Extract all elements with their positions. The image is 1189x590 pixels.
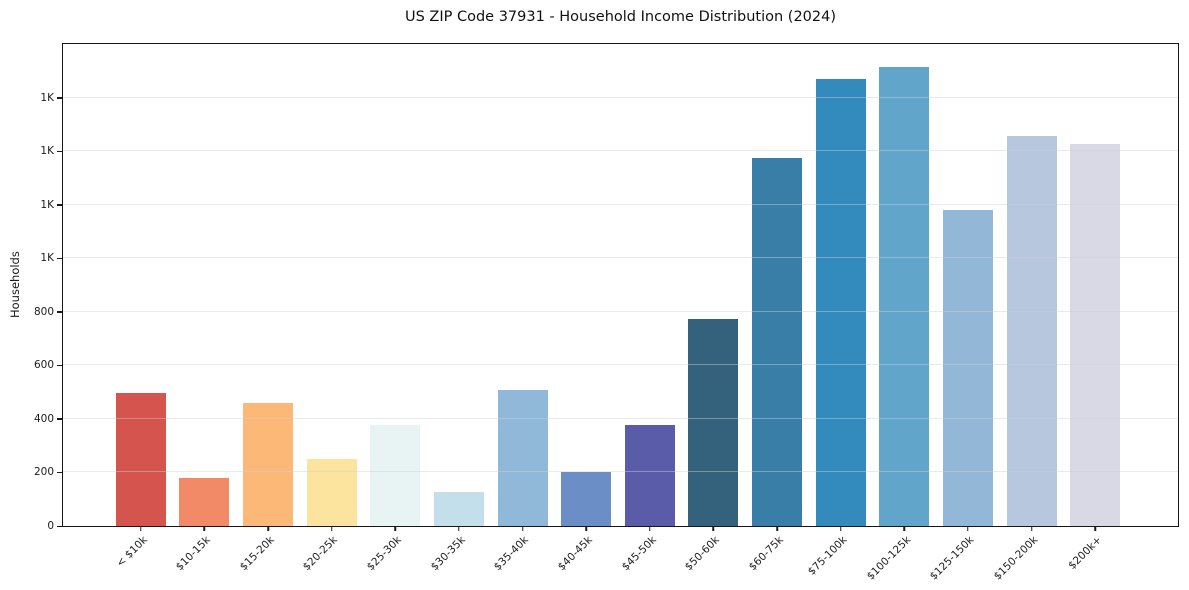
bar [1070, 143, 1121, 526]
bar [115, 393, 166, 526]
x-tick-label: $20-25k [301, 534, 341, 574]
y-tick-label: 600 [33, 359, 54, 372]
x-tick [903, 526, 906, 531]
y-tick [57, 204, 62, 206]
y-tick-label: 200 [33, 466, 54, 479]
y-tick [57, 471, 62, 474]
bar [815, 78, 866, 526]
x-tick [712, 526, 715, 531]
x-tick-label: $50-60k [682, 534, 722, 574]
x-tick [839, 526, 842, 531]
x-tick-label: < $10k [113, 534, 150, 570]
x-tick [1094, 526, 1096, 531]
x-tick-label: $35-40k [491, 534, 532, 574]
x-tick [394, 526, 397, 531]
y-tick-label: 1K [40, 252, 54, 265]
x-tick [267, 526, 269, 531]
bar-slot: $35-40k [491, 44, 555, 573]
y-tick [57, 311, 62, 313]
y-axis-label: Households [8, 251, 22, 319]
bar-slot: $150-200k [992, 44, 1064, 583]
bar-slot: $60-75k [745, 44, 809, 573]
gridline [63, 203, 1178, 205]
x-tick-label: $75-100k [805, 534, 850, 578]
y-tick [57, 525, 62, 527]
bar-slot: $10-15k [173, 44, 237, 573]
gridline [63, 364, 1178, 366]
x-tick-label: $15-20k [237, 534, 277, 574]
bar [879, 67, 930, 526]
bar-slot: $75-100k [805, 44, 873, 578]
y-tick [57, 257, 62, 260]
x-tick-label: $10-15k [173, 534, 213, 574]
gridline [63, 257, 1178, 259]
y-tick-label: 400 [33, 412, 54, 425]
bar-slot: $20-25k [300, 44, 364, 573]
bar [942, 209, 993, 526]
x-tick [776, 526, 778, 531]
x-tick [521, 526, 524, 531]
bar [433, 491, 484, 526]
chart-title: US ZIP Code 37931 - Household Income Dis… [404, 9, 837, 25]
y-tick [57, 418, 62, 420]
x-tick-label: $25-30k [364, 534, 404, 574]
x-tick-label: $150-200k [991, 534, 1041, 583]
y-tick-label: 1K [40, 145, 54, 158]
gridline [63, 417, 1178, 419]
y-tick [57, 364, 62, 367]
bar-slot: $30-35k [427, 44, 491, 573]
x-tick [649, 526, 651, 531]
bar-slot: < $10k [109, 44, 173, 570]
x-tick-label: $45-50k [619, 534, 659, 574]
x-tick [330, 526, 333, 531]
bar [688, 318, 739, 526]
x-tick [967, 526, 969, 531]
x-tick-label: $125-150k [927, 534, 977, 583]
bar-slot: $50-60k [682, 44, 746, 573]
x-tick [458, 526, 460, 531]
bar-slot: $125-150k [928, 44, 1000, 583]
x-tick [140, 526, 142, 531]
gridline [63, 150, 1178, 152]
bar-slot: $40-45k [554, 44, 618, 573]
gridline [63, 471, 1178, 473]
bar [370, 424, 421, 526]
bar-slot: $15-20k [236, 44, 300, 573]
bar [561, 472, 612, 526]
bar [497, 390, 548, 526]
y-tick [57, 150, 62, 153]
x-tick [203, 526, 206, 531]
y-tick-label: 1K [40, 198, 54, 211]
x-tick-label: $30-35k [428, 534, 468, 574]
x-tick [1030, 526, 1033, 531]
plot-area: < $10k $10-15k $15-20k $20-25k $25-30k $30-35… [34, 43, 1179, 583]
bar-slot: $45-50k [618, 44, 682, 573]
y-tick-label: 1K [40, 91, 54, 104]
bar [624, 425, 675, 526]
x-tick [585, 526, 587, 531]
bar-slot: $200k+ [1063, 44, 1127, 572]
bars-container: < $10k $10-15k $15-20k $20-25k $25-30k $30-35… [63, 44, 1178, 583]
bar [1006, 136, 1057, 526]
y-tick-label: 800 [33, 305, 54, 318]
bar [179, 478, 230, 526]
bar-slot: $25-30k [364, 44, 428, 573]
x-tick-label: $60-75k [746, 534, 786, 574]
bar [243, 403, 294, 526]
bar [306, 459, 357, 526]
x-tick-label: $200k+ [1065, 534, 1104, 572]
y-tick-label: 0 [47, 520, 54, 532]
gridline [63, 310, 1178, 312]
x-tick-label: $40-45k [555, 534, 595, 574]
bar [752, 157, 803, 526]
y-tick [57, 97, 62, 99]
bar-slot: $100-125k [864, 44, 937, 583]
x-tick-label: $100-125k [864, 534, 913, 583]
gridline [63, 96, 1178, 98]
